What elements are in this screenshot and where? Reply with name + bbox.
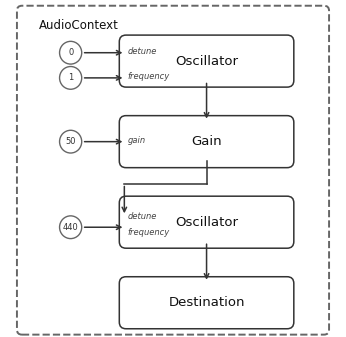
FancyBboxPatch shape bbox=[119, 35, 294, 87]
Text: 1: 1 bbox=[68, 73, 73, 82]
Ellipse shape bbox=[60, 41, 82, 64]
Text: detune: detune bbox=[128, 212, 157, 221]
FancyBboxPatch shape bbox=[119, 116, 294, 168]
Text: detune: detune bbox=[128, 47, 157, 56]
Text: AudioContext: AudioContext bbox=[39, 19, 119, 32]
FancyBboxPatch shape bbox=[119, 277, 294, 329]
Text: Destination: Destination bbox=[168, 296, 245, 309]
Text: frequency: frequency bbox=[128, 72, 170, 81]
Text: gain: gain bbox=[128, 136, 146, 145]
Text: Oscillator: Oscillator bbox=[175, 216, 238, 229]
Text: Oscillator: Oscillator bbox=[175, 55, 238, 68]
Text: frequency: frequency bbox=[128, 228, 170, 238]
FancyBboxPatch shape bbox=[119, 196, 294, 248]
Text: 0: 0 bbox=[68, 48, 73, 57]
Text: 50: 50 bbox=[65, 137, 76, 146]
Ellipse shape bbox=[60, 216, 82, 239]
Text: 440: 440 bbox=[63, 223, 79, 232]
Ellipse shape bbox=[60, 130, 82, 153]
Ellipse shape bbox=[60, 66, 82, 89]
FancyBboxPatch shape bbox=[17, 6, 329, 335]
Text: Gain: Gain bbox=[191, 135, 222, 148]
